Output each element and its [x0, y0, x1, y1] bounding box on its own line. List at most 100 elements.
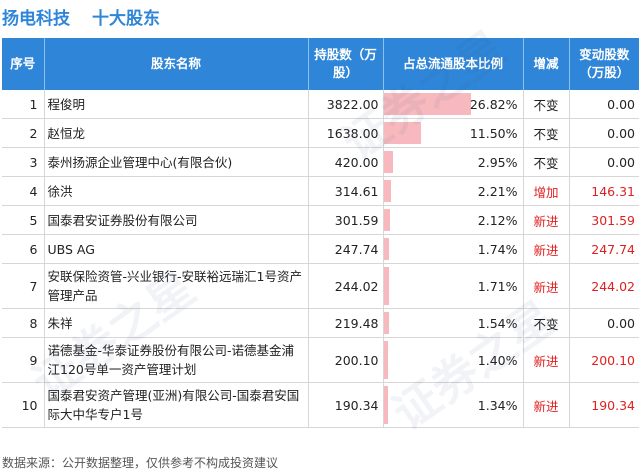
cell-change: 新进: [523, 382, 570, 428]
cell-ratio: 2.12%: [383, 205, 524, 235]
cell-change: 不变: [523, 308, 570, 338]
cell-amount: 146.31: [569, 176, 639, 206]
cell-change: 增加: [523, 176, 570, 206]
table-row: 6 UBS AG 247.74 1.74% 新进 247.74: [2, 234, 639, 264]
cell-name: 诺德基金-华泰证券股份有限公司-诺德基金浦江120号单一资产管理计划: [44, 337, 309, 383]
cell-shares: 200.10: [308, 337, 384, 383]
ratio-value: 1.74%: [477, 241, 518, 257]
cell-ratio: 1.54%: [383, 308, 524, 338]
cell-change: 新进: [523, 234, 570, 264]
cell-shares: 247.74: [308, 234, 384, 264]
ratio-bar: [383, 209, 391, 231]
cell-shares: 301.59: [308, 205, 384, 235]
header-change: 增减: [523, 38, 570, 90]
cell-amount: 247.74: [569, 234, 639, 264]
cell-rank: 10: [2, 382, 45, 428]
cell-shares: 420.00: [308, 147, 384, 177]
cell-rank: 4: [2, 176, 45, 206]
cell-amount: 301.59: [569, 205, 639, 235]
table-row: 4 徐洪 314.61 2.21% 增加 146.31: [2, 176, 639, 206]
cell-rank: 9: [2, 337, 45, 383]
cell-shares: 190.34: [308, 382, 384, 428]
header-ratio: 占总流通股本比例: [383, 38, 524, 90]
cell-amount: 244.02: [569, 263, 639, 309]
cell-rank: 3: [2, 147, 45, 177]
cell-name: 赵恒龙: [44, 118, 309, 148]
cell-rank: 1: [2, 90, 45, 119]
cell-amount: 190.34: [569, 382, 639, 428]
cell-rank: 7: [2, 263, 45, 309]
cell-ratio: 2.21%: [383, 176, 524, 206]
cell-name: 程俊明: [44, 90, 309, 119]
cell-change: 新进: [523, 263, 570, 309]
cell-change: 新进: [523, 337, 570, 383]
table-row: 8 朱祥 219.48 1.54% 不变 0.00: [2, 308, 639, 338]
ratio-bar: [383, 93, 472, 115]
cell-name: UBS AG: [44, 234, 309, 264]
cell-amount: 0.00: [569, 147, 639, 177]
title-row: 扬电科技 十大股东: [0, 0, 640, 34]
ratio-value: 2.21%: [477, 183, 518, 199]
cell-ratio: 1.40%: [383, 337, 524, 383]
cell-ratio: 1.74%: [383, 234, 524, 264]
cell-ratio: 2.95%: [383, 147, 524, 177]
cell-rank: 2: [2, 118, 45, 148]
shareholders-table: 序号 股东名称 持股数（万股） 占总流通股本比例 增减 变动股数（万股） 1 程俊…: [2, 38, 639, 428]
cell-rank: 8: [2, 308, 45, 338]
cell-amount: 0.00: [569, 308, 639, 338]
cell-ratio: 11.50%: [383, 118, 524, 148]
table-row: 5 国泰君安证券股份有限公司 301.59 2.12% 新进 301.59: [2, 205, 639, 235]
ratio-value: 26.82%: [469, 96, 518, 112]
table-row: 10 国泰君安资产管理(亚洲)有限公司-国泰君安国际大中华专户1号 190.34 1.…: [2, 382, 639, 428]
ratio-value: 1.54%: [477, 315, 518, 331]
data-source-note: 数据来源：公开数据整理，仅供参考不构成投资建议: [2, 456, 279, 470]
cell-shares: 1638.00: [308, 118, 384, 148]
cell-shares: 244.02: [308, 263, 384, 309]
ratio-value: 11.50%: [469, 125, 518, 141]
header-amount: 变动股数（万股）: [569, 38, 639, 90]
cell-name: 国泰君安资产管理(亚洲)有限公司-国泰君安国际大中华专户1号: [44, 382, 309, 428]
ratio-bar: [383, 238, 390, 260]
ratio-bar: [383, 151, 394, 173]
table-row: 9 诺德基金-华泰证券股份有限公司-诺德基金浦江120号单一资产管理计划 200.1…: [2, 337, 639, 383]
cell-ratio: 1.71%: [383, 263, 524, 309]
cell-shares: 3822.00: [308, 90, 384, 119]
ratio-value: 1.71%: [477, 278, 518, 294]
ratio-bar: [383, 341, 389, 379]
ratio-bar: [383, 180, 391, 202]
ratio-bar: [383, 122, 422, 144]
cell-ratio: 26.82%: [383, 90, 524, 119]
table-body: 1 程俊明 3822.00 26.82% 不变 0.00 2 赵恒龙 1638.00 11.50%…: [2, 90, 639, 428]
page-subtitle: 十大股东: [92, 9, 160, 29]
cell-change: 不变: [523, 118, 570, 148]
header-name: 股东名称: [44, 38, 309, 90]
table-row: 3 泰州扬源企业管理中心(有限合伙) 420.00 2.95% 不变 0.00: [2, 147, 639, 177]
cell-change: 不变: [523, 90, 570, 119]
cell-amount: 0.00: [569, 90, 639, 119]
cell-name: 泰州扬源企业管理中心(有限合伙): [44, 147, 309, 177]
header-rank: 序号: [2, 38, 45, 90]
cell-name: 徐洪: [44, 176, 309, 206]
cell-change: 不变: [523, 147, 570, 177]
cell-name: 安联保险资管-兴业银行-安联裕远瑞汇1号资产管理产品: [44, 263, 309, 309]
cell-ratio: 1.34%: [383, 382, 524, 428]
header-shares: 持股数（万股）: [308, 38, 384, 90]
table-row: 1 程俊明 3822.00 26.82% 不变 0.00: [2, 90, 639, 119]
ratio-value: 2.12%: [477, 212, 518, 228]
ratio-value: 1.40%: [477, 352, 518, 368]
cell-amount: 0.00: [569, 118, 639, 148]
cell-amount: 200.10: [569, 337, 639, 383]
cell-name: 国泰君安证券股份有限公司: [44, 205, 309, 235]
ratio-value: 2.95%: [477, 154, 518, 170]
cell-shares: 219.48: [308, 308, 384, 338]
ratio-value: 1.34%: [477, 397, 518, 413]
cell-rank: 5: [2, 205, 45, 235]
company-name: 扬电科技: [2, 9, 70, 29]
table-row: 2 赵恒龙 1638.00 11.50% 不变 0.00: [2, 118, 639, 148]
table-header-row: 序号 股东名称 持股数（万股） 占总流通股本比例 增减 变动股数（万股）: [2, 38, 639, 90]
cell-shares: 314.61: [308, 176, 384, 206]
cell-rank: 6: [2, 234, 45, 264]
ratio-bar: [383, 386, 388, 424]
cell-name: 朱祥: [44, 308, 309, 338]
table-row: 7 安联保险资管-兴业银行-安联裕远瑞汇1号资产管理产品 244.02 1.71% 新进…: [2, 263, 639, 309]
